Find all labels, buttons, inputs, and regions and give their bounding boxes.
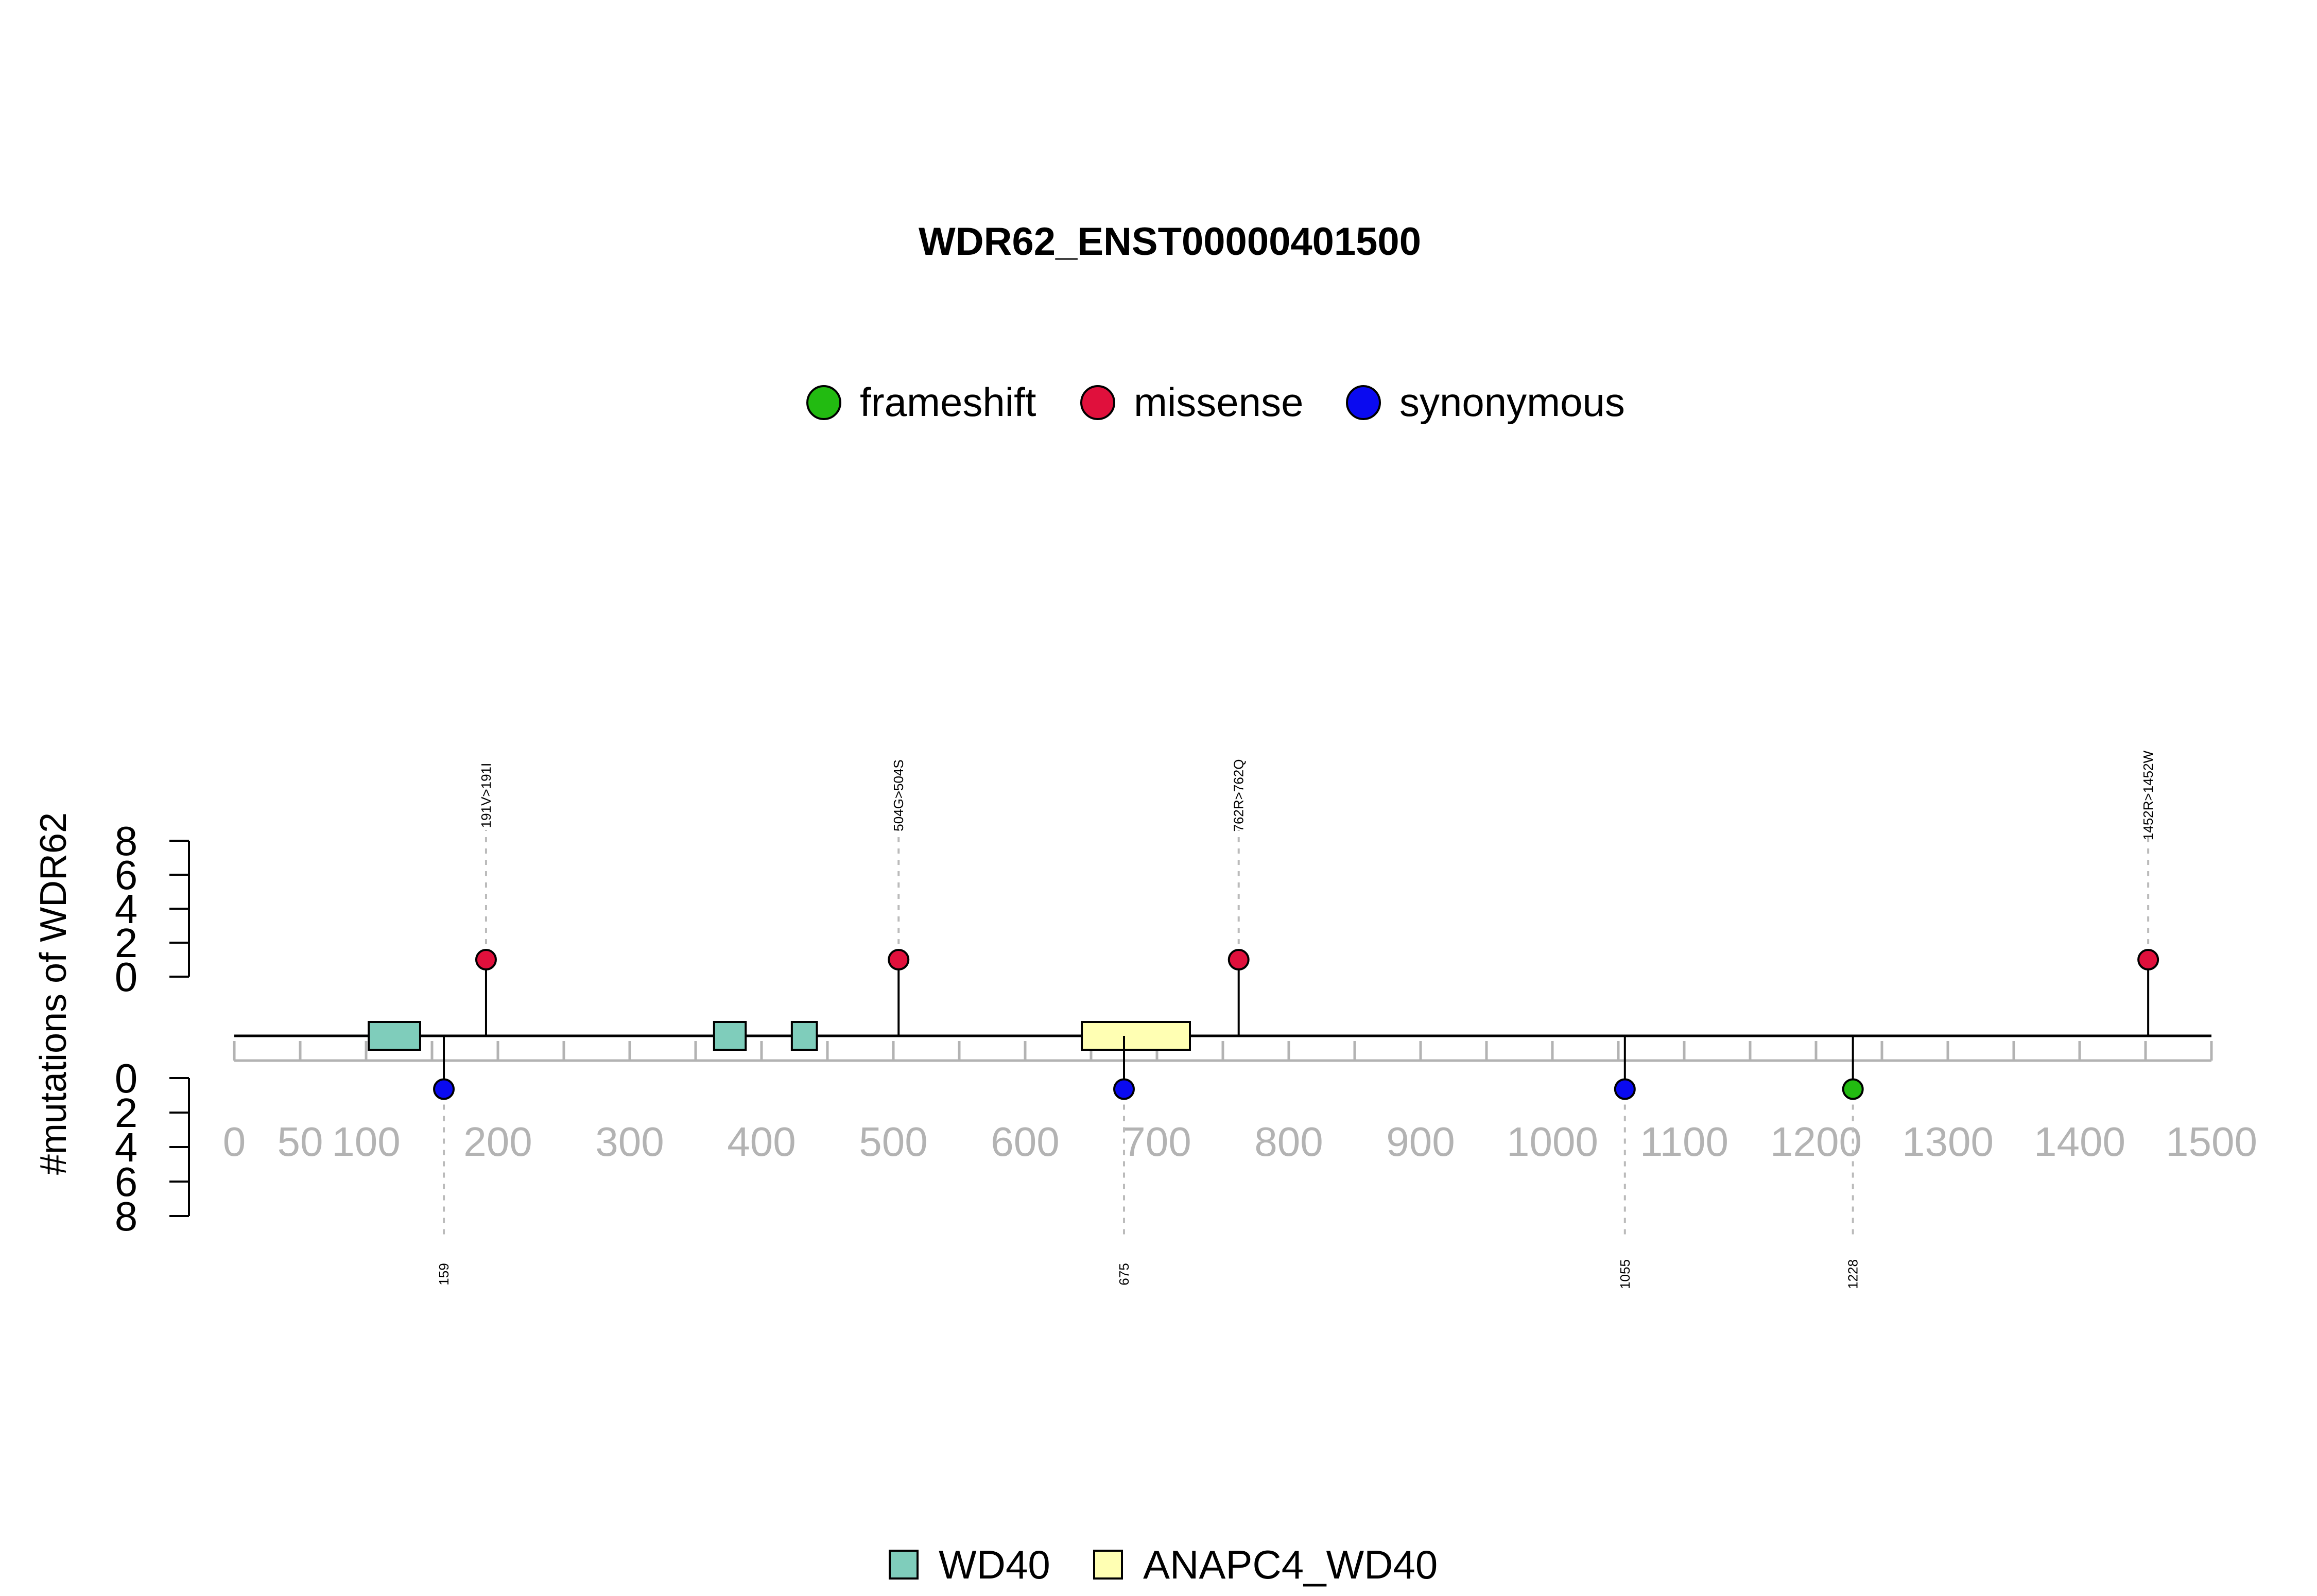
chart-title: WDR62_ENST00000401500 [919,220,1421,264]
mutation-lollipops: 191V>191I 504G>504S 762R>762Q 1452R>1452W 15… [433,750,2159,1289]
mutation-point-synonymous [1614,1078,1636,1100]
legend-label-frameshift: frameshift [860,379,1036,425]
mutation-point-missense [2137,949,2159,970]
x-tick-label: 50 [278,1119,323,1165]
domain-legend-swatch [889,1550,919,1580]
y-axis-label: #mutations of WDR62 [33,812,74,1175]
domain-legend-swatch [1093,1550,1123,1580]
x-tick-label: 1100 [1640,1119,1728,1165]
domain-WD40 [713,1021,747,1051]
mutation-point-missense [1227,949,1250,970]
x-tick-label: 500 [859,1119,927,1165]
legend-label-missense: missense [1134,379,1303,425]
y-tick-label-bottom: 8 [115,1193,138,1239]
y-tick-label-bottom: 0 [115,1055,138,1101]
legend-label-synonymous: synonymous [1399,379,1625,425]
mutation-point-synonymous [1113,1078,1135,1100]
x-tick-label: 0 [223,1119,246,1165]
mutation-label: 1055 [1617,1259,1633,1289]
y-tick-label-bottom: 2 [115,1090,138,1136]
y-tick-label-top: 8 [115,818,138,864]
y-tick-label-top: 6 [115,852,138,898]
y-tick-label-bottom: 6 [115,1159,138,1205]
legend-marker-missense [1080,385,1115,420]
x-tick-label: 300 [595,1119,664,1165]
mutation-label: 191V>191I [478,763,494,828]
protein-domains [368,1021,1191,1051]
y-tick-label-top: 2 [115,920,138,966]
x-tick-label: 600 [991,1119,1059,1165]
domain-legend-label: ANAPC4_WD40 [1143,1542,1438,1587]
x-axis: 0 50 100 200 300 400 500 600 700 800 900 1000 1100 12… [223,1041,2257,1165]
mutation-label: 159 [436,1263,452,1285]
x-tick-label: 100 [332,1119,400,1165]
y-tick-label-top: 0 [115,954,138,1000]
y-tick-label-bottom: 4 [115,1124,138,1170]
x-tick-label: 1200 [1770,1119,1862,1165]
x-tick-label: 1300 [1902,1119,1994,1165]
x-tick-label: 700 [1122,1119,1191,1165]
domain-legend: WD40 ANAPC4_WD40 [889,1542,1438,1587]
x-tick-label: 1400 [2034,1119,2125,1165]
x-tick-label: 1500 [2166,1119,2257,1165]
domain-WD40 [790,1021,818,1051]
domain-legend-label: WD40 [939,1542,1050,1587]
domain-WD40 [368,1021,421,1051]
x-tick-label: 800 [1254,1119,1323,1165]
mutation-label: 504G>504S [891,759,906,831]
legend-marker-synonymous [1346,385,1381,420]
mutation-label: 762R>762Q [1231,759,1247,832]
mutation-label: 675 [1116,1263,1132,1285]
mutation-type-legend: frameshift missense synonymous [806,379,1625,425]
x-tick-label: 400 [727,1119,796,1165]
legend-marker-frameshift [806,385,841,420]
mutation-point-missense [888,949,910,970]
mutation-point-synonymous [433,1078,455,1100]
x-tick-label: 900 [1386,1119,1455,1165]
mutation-label: 1228 [1845,1259,1861,1289]
x-tick-label: 1000 [1507,1119,1598,1165]
mutation-label: 1452R>1452W [2140,750,2156,840]
y-tick-label-top: 4 [115,886,138,932]
mutation-point-missense [475,949,497,970]
mutation-point-frameshift [1842,1078,1864,1100]
x-tick-label: 200 [463,1119,532,1165]
domain-ANAPC4_WD40 [1081,1021,1191,1051]
